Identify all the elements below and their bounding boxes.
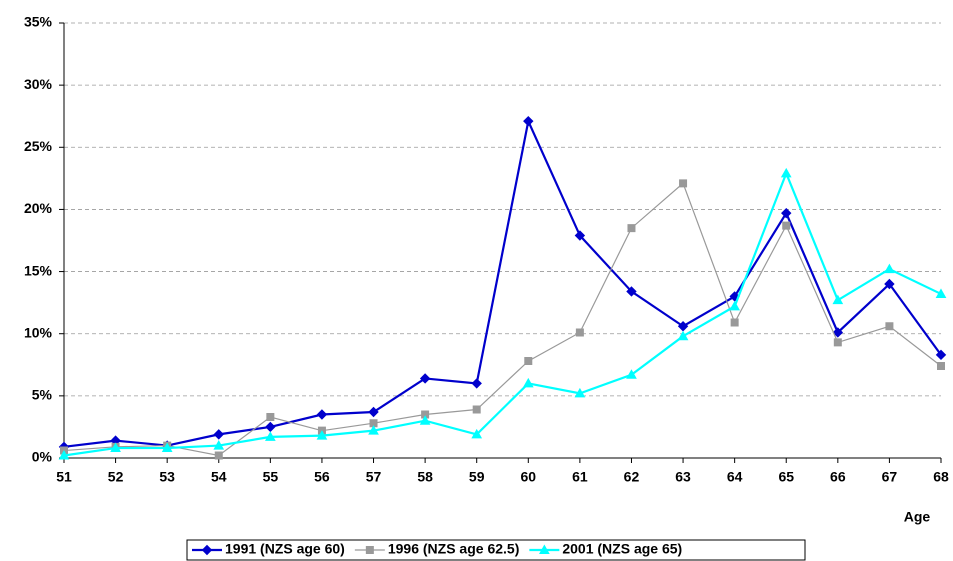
- data-point: [161, 442, 173, 453]
- data-point: [832, 327, 844, 338]
- legend-label: 1991 (NZS age 60): [225, 541, 345, 557]
- data-point: [522, 377, 534, 388]
- data-point: [729, 300, 741, 311]
- data-point: [110, 442, 121, 453]
- data-point: [265, 421, 276, 433]
- legend-box: [186, 539, 806, 561]
- legend-label: 1996 (NZS age 62.5): [388, 541, 520, 557]
- x-tick-label: 63: [675, 469, 691, 485]
- data-point: [419, 373, 431, 384]
- x-tick-label: 51: [56, 469, 72, 485]
- data-point: [471, 378, 482, 389]
- data-point: [832, 294, 844, 305]
- data-point: [214, 451, 223, 460]
- data-point: [369, 419, 378, 428]
- data-point: [677, 330, 689, 341]
- data-point: [213, 440, 225, 450]
- data-point: [368, 406, 379, 418]
- legend-label: 2001 (NZS age 65): [562, 541, 682, 557]
- y-tick-label: 0%: [32, 449, 53, 465]
- data-point: [574, 230, 586, 241]
- x-tick-label: 61: [572, 469, 588, 485]
- x-axis-title: Age: [904, 509, 931, 525]
- data-point: [368, 425, 379, 435]
- data-point: [935, 288, 947, 298]
- legend-marker: [539, 544, 550, 554]
- x-tick-label: 53: [159, 469, 175, 485]
- data-point: [316, 409, 328, 420]
- data-point: [471, 428, 483, 439]
- data-point: [524, 357, 533, 366]
- x-tick-label: 55: [263, 469, 279, 485]
- series-line: [63, 182, 942, 457]
- data-point: [472, 405, 481, 414]
- data-point: [782, 221, 791, 230]
- x-tick-label: 59: [469, 469, 485, 485]
- data-point: [627, 224, 636, 233]
- data-point: [626, 286, 637, 297]
- data-point: [884, 263, 895, 274]
- data-point: [574, 387, 586, 398]
- y-tick-label: 20%: [24, 200, 53, 216]
- data-point: [937, 362, 945, 371]
- data-point: [679, 179, 688, 188]
- series-line: [63, 117, 942, 448]
- data-point: [264, 431, 276, 441]
- data-point: [421, 410, 430, 419]
- y-tick-label: 25%: [24, 138, 53, 154]
- series-line: [63, 170, 942, 457]
- x-tick-label: 58: [417, 469, 433, 485]
- data-point: [266, 412, 275, 421]
- x-tick-label: 54: [211, 469, 227, 485]
- x-tick-label: 60: [521, 469, 537, 485]
- data-point: [833, 338, 842, 347]
- x-tick-label: 56: [314, 469, 330, 485]
- legend-marker: [201, 544, 213, 556]
- data-point: [781, 207, 792, 219]
- data-point: [575, 328, 584, 337]
- data-point: [884, 278, 895, 290]
- x-tick-label: 68: [933, 469, 949, 485]
- data-point: [419, 415, 431, 425]
- data-point: [885, 322, 894, 331]
- y-tick-label: 30%: [24, 76, 53, 92]
- x-tick-label: 57: [366, 469, 382, 485]
- data-point: [780, 167, 792, 178]
- y-tick-label: 10%: [24, 324, 53, 340]
- data-point: [935, 349, 947, 361]
- data-point: [213, 429, 224, 440]
- x-tick-label: 52: [108, 469, 124, 485]
- y-tick-label: 35%: [24, 14, 53, 30]
- y-tick-label: 15%: [24, 262, 53, 278]
- x-tick-label: 62: [624, 469, 640, 485]
- data-point: [730, 318, 739, 327]
- x-tick-label: 67: [882, 469, 898, 485]
- x-tick-label: 65: [778, 469, 794, 485]
- y-tick-label: 5%: [32, 387, 53, 403]
- data-point: [316, 430, 328, 440]
- data-point: [523, 115, 534, 127]
- data-point: [58, 449, 70, 460]
- data-point: [626, 369, 637, 379]
- legend-marker: [365, 546, 374, 554]
- x-tick-label: 64: [727, 469, 743, 485]
- x-tick-label: 66: [830, 469, 846, 485]
